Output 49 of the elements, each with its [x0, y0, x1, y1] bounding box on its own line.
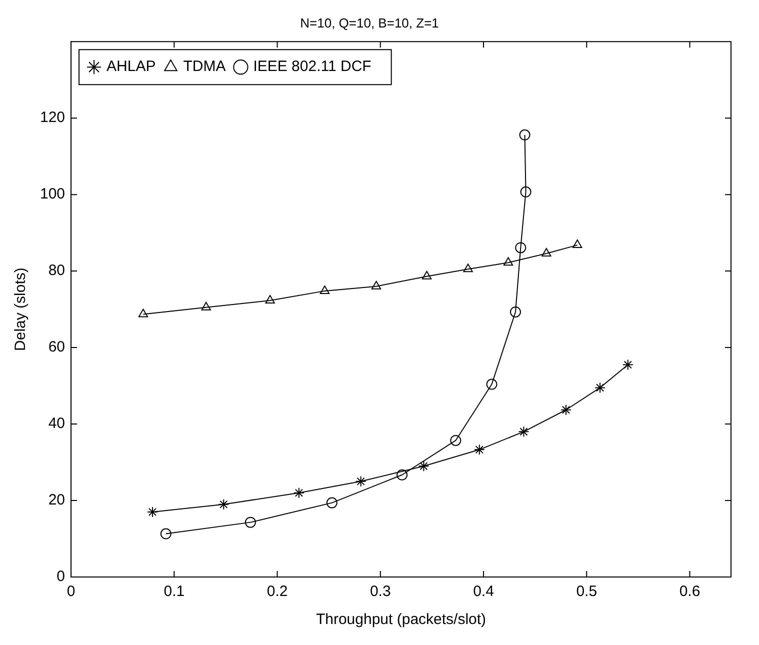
- x-tick-label: 0.6: [679, 583, 700, 600]
- y-tick-label: 100: [40, 186, 66, 203]
- legend-label: TDMA: [183, 58, 226, 76]
- x-tick-label: 0.2: [266, 583, 288, 600]
- point: [293, 487, 304, 498]
- point: [320, 285, 330, 294]
- point: [515, 242, 526, 254]
- point: [450, 434, 462, 446]
- point: [355, 476, 366, 487]
- point: [160, 528, 172, 540]
- point: [244, 516, 256, 528]
- point: [518, 426, 530, 438]
- point: [503, 257, 514, 266]
- y-tick-label: 120: [40, 109, 66, 126]
- x-tick-label: 0.5: [576, 583, 598, 600]
- point: [463, 264, 473, 272]
- point: [519, 129, 530, 140]
- point: [371, 280, 382, 290]
- point: [474, 444, 485, 456]
- y-tick-label: 60: [48, 338, 66, 356]
- point: [265, 295, 275, 304]
- point: [572, 240, 582, 248]
- legend-label: AHLAP: [106, 58, 156, 76]
- y-tick-label: 40: [48, 415, 66, 432]
- point: [520, 186, 532, 198]
- point: [542, 248, 552, 256]
- point: [560, 404, 572, 416]
- y-tick-label: 80: [48, 262, 66, 280]
- point: [201, 302, 211, 310]
- point: [594, 382, 606, 394]
- x-axis-title: Throughput (packets/slot): [316, 611, 486, 628]
- point: [422, 270, 432, 280]
- y-tick-label: 20: [48, 492, 66, 509]
- y-axis-title: Delay (slots): [12, 268, 30, 351]
- point: [138, 308, 148, 318]
- point: [486, 378, 498, 390]
- legend-label: IEEE 802.11 DCF: [253, 58, 372, 76]
- y-tick-label: 0: [56, 568, 66, 586]
- point: [418, 460, 430, 472]
- x-tick-label: 0.3: [370, 583, 391, 600]
- point: [510, 306, 521, 318]
- chart-title: N=10, Q=10, B=10, Z=1: [300, 15, 439, 30]
- point: [396, 469, 408, 480]
- point: [146, 506, 158, 518]
- x-tick-label: 0.1: [164, 583, 185, 600]
- x-tick-label: 0.4: [473, 583, 494, 600]
- point: [218, 498, 230, 510]
- point: [622, 359, 634, 370]
- point: [326, 497, 338, 508]
